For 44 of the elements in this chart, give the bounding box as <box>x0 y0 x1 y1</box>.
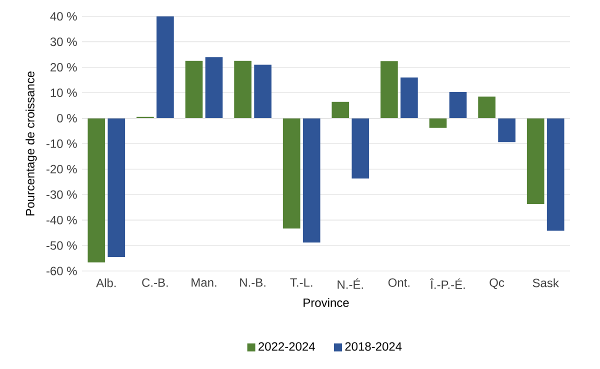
x-tick-label: N.-B. <box>240 278 266 287</box>
bar <box>526 118 544 204</box>
y-tick-label: 40 % <box>50 12 77 21</box>
bar <box>234 60 252 118</box>
y-tick-label: 30 % <box>50 38 77 46</box>
legend-label: 2022-2024 <box>258 342 315 351</box>
y-tick-label: -60 % <box>46 266 77 276</box>
x-tick-label: Qc <box>490 278 504 290</box>
y-tick-label: -30 % <box>46 190 77 199</box>
bar <box>478 96 496 118</box>
x-tick-label: Sask <box>532 278 559 288</box>
x-tick-label: N.-É. <box>338 278 363 289</box>
x-tick-label: Î.-P.-É. <box>430 278 465 289</box>
y-axis-title: Pourcentage de croissance <box>26 72 37 216</box>
bar <box>156 16 174 118</box>
bar <box>282 118 300 228</box>
bar <box>88 118 106 262</box>
bar <box>546 118 564 231</box>
x-tick-label: C.-B. <box>142 278 168 287</box>
x-tick-label: Man. <box>192 278 216 287</box>
y-tick-label: -50 % <box>46 241 77 250</box>
y-tick-label: 0 % <box>57 114 77 122</box>
bar <box>400 77 418 118</box>
bar <box>185 60 203 118</box>
bar <box>205 57 223 118</box>
y-tick-label: 20 % <box>50 63 77 72</box>
bar <box>254 64 272 118</box>
bar <box>498 118 516 142</box>
bar <box>302 118 320 242</box>
y-tick-label: 10 % <box>50 88 77 97</box>
bar <box>352 118 370 179</box>
x-tick-label: Ont. <box>388 278 410 287</box>
bar <box>380 61 398 118</box>
x-tick-label: T.-L. <box>290 278 312 287</box>
x-axis-title: Province <box>304 298 349 307</box>
y-tick-label: -40 % <box>46 216 77 224</box>
bar <box>449 92 467 118</box>
y-tick-label: -10 % <box>46 139 77 148</box>
bar <box>332 102 350 118</box>
x-tick-label: Alb. <box>96 278 116 288</box>
legend-label: 2018-2024 <box>345 342 402 351</box>
bar <box>108 118 126 257</box>
bar <box>429 118 447 128</box>
y-tick-label: -20 % <box>46 164 77 174</box>
